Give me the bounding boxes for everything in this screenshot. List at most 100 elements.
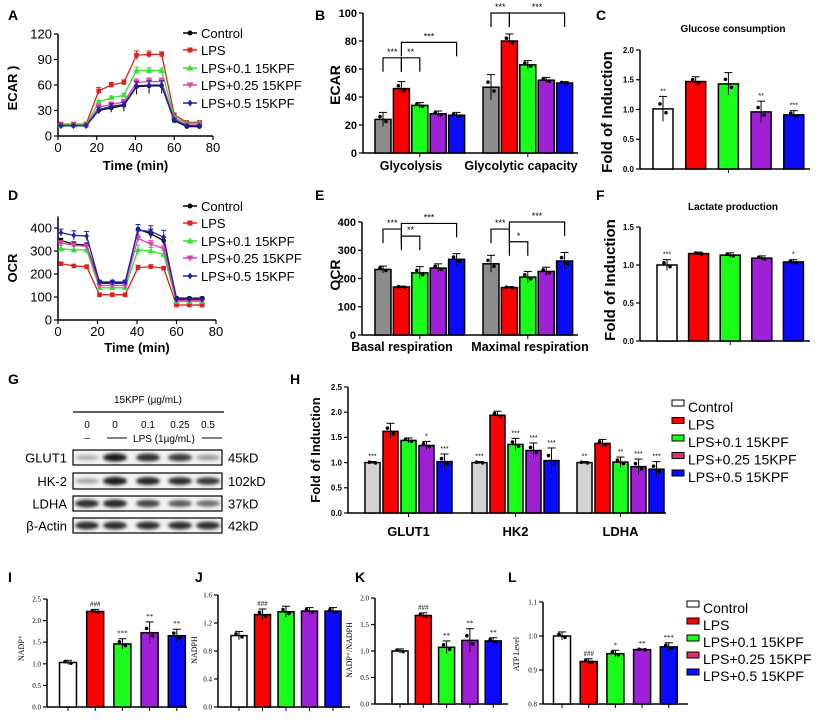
- y-tick-label: 400: [30, 221, 52, 236]
- bar: [612, 461, 629, 514]
- legend-item: LPS: [686, 617, 729, 633]
- data-point: [651, 464, 656, 468]
- protein-label: β-Actin: [26, 519, 67, 534]
- data-point: [433, 264, 438, 269]
- bar: [447, 114, 466, 154]
- bar: [324, 610, 342, 708]
- x-tick-label: 20: [90, 324, 104, 339]
- legend-label: LPS: [201, 43, 226, 58]
- data-point: [528, 445, 533, 450]
- bar: [167, 634, 187, 708]
- legend-item: LPS+0.1 15KPF: [686, 634, 804, 650]
- triangle-down-marker: [83, 244, 90, 250]
- legend-swatch: [671, 417, 685, 424]
- data-point: [240, 635, 244, 639]
- diamond-marker: [135, 227, 141, 234]
- data-point: [451, 112, 456, 116]
- series-LPS: [58, 50, 202, 127]
- data-point: [480, 461, 485, 465]
- panel-L-bar-chart: L0.80.91.01.1###* *****ATP LevelControlLP…: [508, 569, 812, 708]
- bar: [374, 268, 392, 336]
- blot-band: [136, 453, 160, 462]
- data-point: [664, 643, 668, 648]
- data-point: [699, 252, 704, 256]
- category-label: Glycolytic capacity: [464, 159, 577, 173]
- significance-label: **: [582, 454, 588, 461]
- square-marker: [58, 261, 64, 266]
- legend-label: Control: [201, 199, 243, 214]
- significance-label: ***: [387, 47, 398, 57]
- bar: [717, 83, 740, 170]
- data-point: [510, 440, 515, 444]
- legend-item: LPS+0.5 15KPF: [183, 96, 295, 111]
- data-point: [471, 642, 475, 646]
- category-label: Glycolysis: [380, 159, 443, 173]
- data-point: [510, 41, 515, 45]
- data-point: [334, 610, 338, 614]
- data-point: [583, 658, 588, 663]
- data-point: [494, 640, 499, 644]
- bar: [684, 80, 707, 170]
- significance-label: **: [146, 613, 154, 621]
- blot-band: [168, 500, 192, 507]
- y-tick-label: 0.5: [623, 299, 635, 308]
- y-tick-label: 0.4: [203, 675, 212, 683]
- y-tick-label: 0.0: [203, 703, 212, 711]
- legend-item: LPS+0.5 15KPF: [183, 269, 295, 284]
- y-tick-label: 200: [338, 273, 356, 285]
- diamond-marker: [187, 296, 192, 303]
- legend-label: LPS+0.5 15KPF: [688, 469, 789, 485]
- molecular-weight-label: 45kD: [228, 451, 258, 466]
- square-marker: [134, 52, 139, 58]
- molecular-weight-label: 42kD: [228, 519, 258, 534]
- legend-item: LPS+0.25 15KPF: [686, 651, 812, 667]
- data-point: [90, 608, 94, 613]
- y-tick-label: 2.0: [623, 46, 635, 55]
- data-point: [447, 647, 452, 651]
- square-marker: [84, 264, 89, 269]
- blot-band: [168, 477, 192, 485]
- legend-swatch: [671, 452, 685, 459]
- blot-band: [75, 499, 99, 508]
- blot-band: [103, 521, 127, 530]
- data-point: [492, 264, 496, 269]
- data-point: [643, 648, 647, 652]
- y-tick-label: 0: [350, 330, 356, 342]
- y-tick-label: 1.0: [623, 105, 635, 114]
- bar: [500, 40, 519, 154]
- data-point: [395, 648, 399, 652]
- panel-label: H: [290, 371, 300, 387]
- data-point: [385, 426, 390, 430]
- bar: [400, 439, 417, 514]
- diamond-marker: [187, 272, 193, 280]
- data-point: [69, 661, 73, 665]
- data-point: [401, 649, 405, 654]
- x-tick-label: 40: [128, 140, 142, 155]
- data-point: [488, 637, 493, 642]
- legend-label: LPS+0.1 15KPF: [688, 434, 789, 450]
- significance-bracket: [382, 228, 402, 244]
- data-point: [415, 268, 419, 273]
- y-tick-label: 1.0: [528, 632, 537, 640]
- data-point: [693, 251, 698, 255]
- triangle-down-marker: [186, 82, 194, 89]
- circle-marker: [187, 30, 193, 36]
- bar: [782, 261, 805, 342]
- diamond-marker: [174, 296, 179, 303]
- legend-label: LPS+0.5 15KPF: [201, 96, 295, 111]
- triangle-down-marker: [70, 242, 78, 249]
- y-tick-label: 1.6: [203, 591, 212, 599]
- bar: [429, 267, 447, 336]
- series-line: [60, 229, 203, 300]
- panel-H-bar-chart: H0.00.51.01.52.02.5*******GLUT1*********…: [290, 371, 797, 539]
- significance-bracket: [490, 12, 510, 27]
- panel-label: J: [195, 569, 203, 585]
- y-tick-label: 2.0: [360, 594, 369, 602]
- data-point: [409, 439, 414, 443]
- y-tick-label: 0.5: [331, 484, 343, 493]
- square-marker: [187, 220, 193, 226]
- bar: [500, 286, 519, 336]
- data-point: [658, 102, 662, 106]
- data-point: [378, 114, 382, 119]
- data-point: [144, 626, 149, 631]
